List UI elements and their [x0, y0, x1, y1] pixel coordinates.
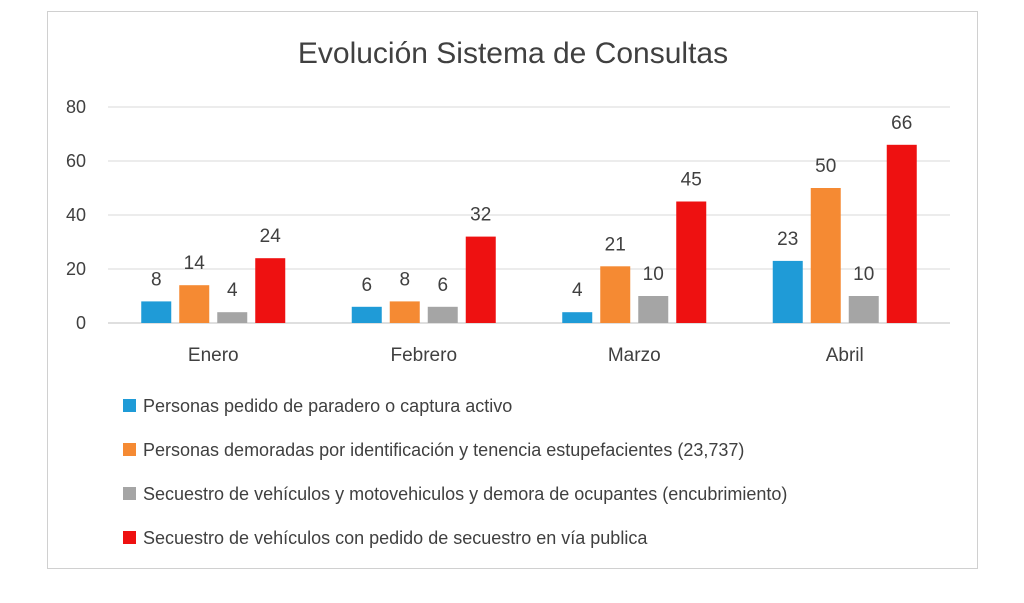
chart-title: Evolución Sistema de Consultas — [298, 37, 728, 70]
data-label: 4 — [227, 280, 238, 301]
bar-marzo-series-3 — [638, 296, 669, 323]
legend-swatch — [123, 487, 136, 500]
data-label: 50 — [815, 156, 836, 177]
legend-label: Personas pedido de paradero o captura ac… — [143, 396, 512, 416]
data-label: 6 — [361, 275, 372, 296]
y-tick-label: 60 — [66, 151, 86, 171]
y-tick-label: 80 — [66, 97, 86, 117]
bar-marzo-series-4 — [676, 201, 707, 323]
legend-swatch — [123, 399, 136, 412]
data-label: 21 — [605, 234, 626, 255]
bar-abril-series-4 — [886, 144, 917, 323]
data-label: 14 — [184, 253, 206, 274]
bar-abril-series-2 — [810, 188, 841, 323]
bars — [141, 144, 917, 323]
x-axis: Enero Febrero Marzo Abril — [188, 345, 864, 366]
data-label: 66 — [891, 113, 912, 134]
bar-enero-series-2 — [179, 285, 210, 323]
data-label: 4 — [572, 280, 583, 301]
data-label: 8 — [399, 269, 410, 290]
data-label: 8 — [151, 269, 162, 290]
bar-abril-series-3 — [848, 296, 879, 323]
bar-abril-series-1 — [772, 260, 803, 323]
bar-marzo-series-2 — [600, 266, 631, 323]
legend-label: Personas demoradas por identificación y … — [143, 440, 744, 460]
data-label: 45 — [681, 170, 702, 191]
bar-febrero-series-3 — [427, 306, 458, 323]
data-label: 6 — [437, 275, 448, 296]
x-tick-label: Abril — [826, 345, 864, 366]
x-tick-label: Marzo — [608, 345, 661, 366]
gridlines — [108, 106, 950, 324]
bar-febrero-series-2 — [389, 301, 420, 323]
bar-enero-series-4 — [255, 258, 286, 323]
data-label: 24 — [260, 226, 282, 247]
legend-swatch — [123, 443, 136, 456]
y-tick-label: 0 — [76, 313, 86, 333]
legend: Personas pedido de paradero o captura ac… — [123, 396, 787, 548]
data-label: 32 — [470, 205, 491, 226]
bar-marzo-series-1 — [562, 312, 593, 323]
y-tick-label: 40 — [66, 205, 86, 225]
legend-label: Secuestro de vehículos con pedido de sec… — [143, 528, 648, 548]
legend-swatch — [123, 531, 136, 544]
bar-febrero-series-1 — [351, 306, 382, 323]
x-tick-label: Enero — [188, 345, 239, 366]
data-labels: 8 14 4 24 6 8 6 32 4 21 10 45 23 50 10 66 — [151, 113, 912, 301]
data-label: 10 — [643, 264, 664, 285]
bar-enero-series-1 — [141, 301, 172, 323]
y-axis: 0 20 40 60 80 — [66, 97, 86, 333]
bar-febrero-series-4 — [465, 236, 496, 323]
y-tick-label: 20 — [66, 259, 86, 279]
bar-enero-series-3 — [217, 312, 248, 323]
data-label: 10 — [853, 264, 874, 285]
legend-label: Secuestro de vehículos y motovehiculos y… — [143, 484, 787, 504]
data-label: 23 — [777, 229, 798, 250]
x-tick-label: Febrero — [390, 345, 457, 366]
